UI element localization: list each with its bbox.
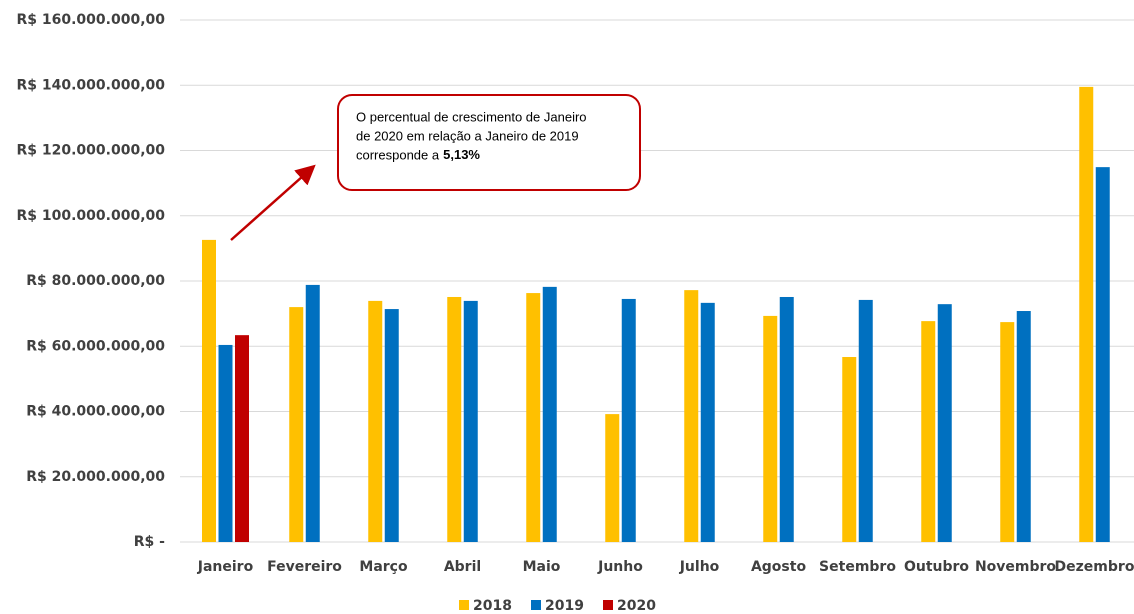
bar xyxy=(218,344,233,542)
y-tick-label: R$ 20.000.000,00 xyxy=(26,469,165,485)
annotation-text: O percentual de crescimento de Janeiro xyxy=(356,109,587,124)
bar xyxy=(684,290,699,542)
y-tick-label: R$ - xyxy=(134,534,165,550)
bar xyxy=(305,284,320,542)
bar xyxy=(463,300,478,542)
x-tick-label: Agosto xyxy=(751,559,807,575)
bar xyxy=(1079,86,1094,542)
bar xyxy=(763,315,778,542)
bar xyxy=(542,286,557,542)
x-tick-label: Outubro xyxy=(904,559,969,575)
bar xyxy=(1016,311,1031,542)
bar xyxy=(289,307,304,542)
annotation-text: corresponde a 5,13% xyxy=(356,147,480,162)
bar xyxy=(858,299,873,542)
x-tick-label: Fevereiro xyxy=(267,559,342,575)
x-tick-label: Dezembro xyxy=(1055,559,1134,575)
y-tick-label: R$ 60.000.000,00 xyxy=(26,338,165,354)
annotation-box xyxy=(337,94,641,191)
bar xyxy=(921,321,936,542)
legend-swatch xyxy=(603,600,613,610)
bar xyxy=(202,239,216,542)
bar xyxy=(384,309,399,542)
bar xyxy=(235,335,249,542)
y-tick-label: R$ 80.000.000,00 xyxy=(26,273,165,289)
y-tick-label: R$ 160.000.000,00 xyxy=(16,12,165,28)
legend-label: 2018 xyxy=(473,598,512,614)
annotation-text: de 2020 em relação a Janeiro de 2019 xyxy=(356,128,579,143)
bar xyxy=(700,302,715,542)
legend-label: 2020 xyxy=(617,598,656,614)
bar xyxy=(779,296,794,542)
x-tick-label: Janeiro xyxy=(197,559,254,575)
x-tick-label: Setembro xyxy=(819,559,896,575)
x-tick-label: Abril xyxy=(444,559,481,575)
annotation-highlight: 5,13% xyxy=(443,147,480,162)
y-tick-label: R$ 40.000.000,00 xyxy=(26,404,165,420)
bar xyxy=(937,304,952,542)
y-tick-label: R$ 100.000.000,00 xyxy=(16,208,165,224)
bar xyxy=(368,300,383,542)
x-tick-label: Março xyxy=(359,559,408,575)
y-tick-label: R$ 140.000.000,00 xyxy=(16,77,165,93)
bar xyxy=(1000,322,1015,542)
x-tick-label: Julho xyxy=(679,559,720,575)
legend-swatch xyxy=(531,600,541,610)
y-tick-label: R$ 120.000.000,00 xyxy=(16,143,165,159)
legend-swatch xyxy=(459,600,469,610)
x-tick-label: Junho xyxy=(597,559,643,575)
bar xyxy=(621,298,636,542)
bar xyxy=(447,296,462,542)
annotation-arrow xyxy=(230,164,316,241)
bar xyxy=(526,293,541,542)
bar xyxy=(1095,167,1110,543)
bar xyxy=(842,357,857,542)
x-tick-label: Maio xyxy=(523,559,561,575)
bar xyxy=(605,414,620,542)
legend-label: 2019 xyxy=(545,598,584,614)
x-tick-label: Novembro xyxy=(975,559,1056,575)
